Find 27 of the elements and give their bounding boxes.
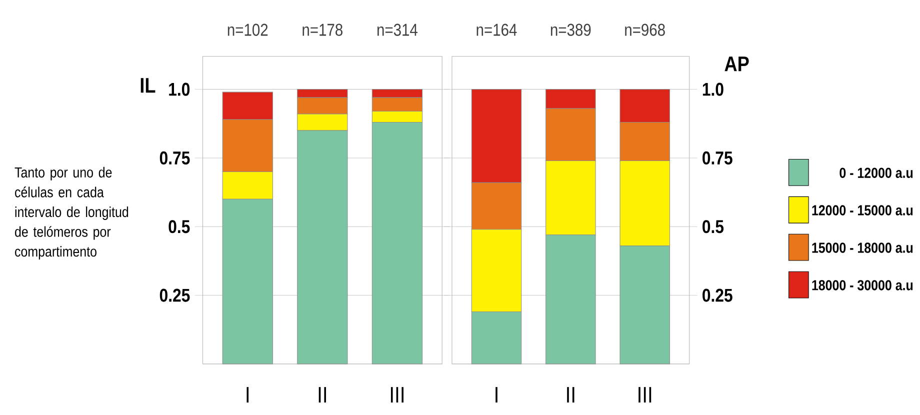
legend-label: 0 - 12000 a.u	[840, 168, 913, 178]
legend-label: 12000 - 15000 a.u	[812, 204, 913, 216]
y-tick-label: 0.25	[702, 288, 732, 302]
legend-label: 15000 - 18000 a.u	[812, 242, 913, 253]
x-tick-label: II	[567, 386, 574, 402]
x-tick-label: II	[318, 386, 326, 402]
y-tick-label: 1.0	[702, 82, 724, 96]
y-axis-title: Tanto por uno de células en cada intervalo de longitud de telómeros por compartimento	[14, 166, 128, 260]
y-tick-label: 1.0	[169, 82, 190, 96]
y-tick-label: 0.5	[702, 220, 724, 233]
x-tick-label: I	[496, 386, 498, 402]
y-tick-label: 0.75	[702, 151, 732, 164]
x-tick-label: III	[390, 386, 404, 402]
text: IL	[140, 78, 156, 92]
text: n=968	[625, 24, 665, 36]
y-tick-label: 0.5	[168, 220, 190, 233]
legend-label: 18000 - 30000 a.u	[812, 280, 913, 290]
y-tick-label: 0.25	[160, 288, 190, 302]
text: n=178	[302, 24, 342, 36]
x-tick-label: III	[638, 386, 652, 402]
y-tick-label: 0.75	[160, 151, 190, 164]
text: n=102	[228, 24, 268, 36]
x-tick-label: I	[246, 386, 249, 402]
text: AP	[724, 56, 749, 71]
text: n=164	[476, 24, 517, 36]
text: n=389	[550, 24, 591, 36]
text: n=314	[377, 24, 418, 36]
